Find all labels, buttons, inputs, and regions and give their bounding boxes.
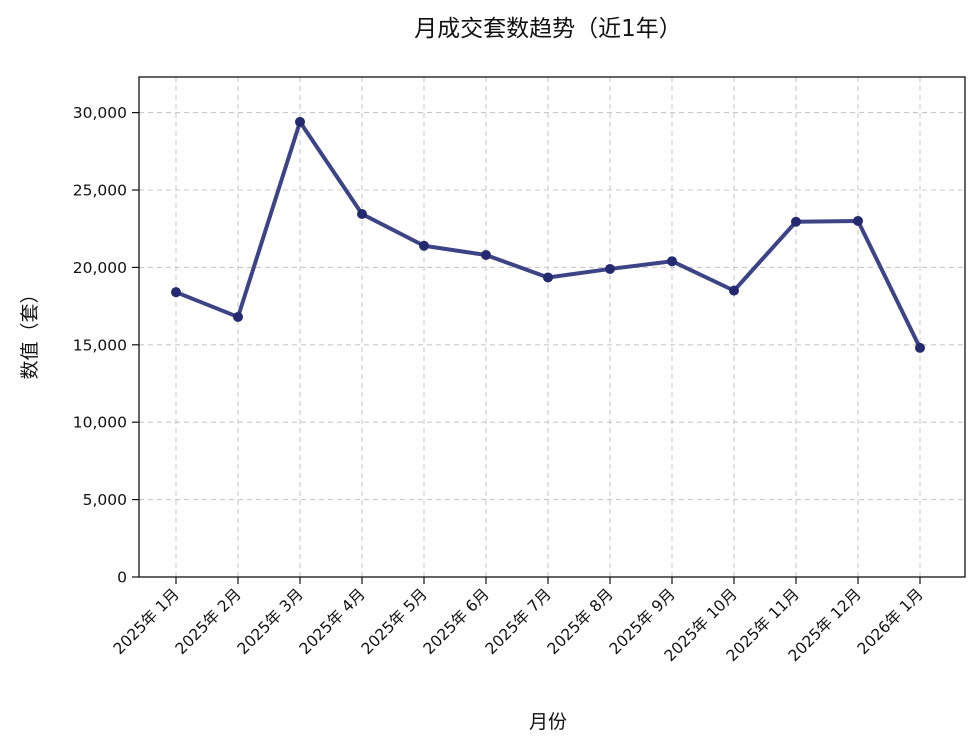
data-point — [605, 263, 615, 274]
y-axis-label: 数值（套） — [19, 284, 41, 379]
x-tick-label: 2025年 1月 — [110, 585, 183, 658]
data-point — [729, 285, 739, 296]
x-tick-label: 2025年 4月 — [296, 585, 369, 658]
grid-lines — [139, 77, 965, 577]
x-axis-label: 月份 — [529, 711, 567, 733]
data-point — [357, 208, 367, 219]
data-point — [915, 342, 925, 353]
data-point — [853, 215, 863, 226]
data-point — [481, 250, 491, 261]
x-tick-label: 2025年 8月 — [544, 585, 617, 658]
x-tick-label: 2025年 2月 — [172, 585, 245, 658]
plot-frame — [138, 76, 966, 578]
x-tick-label: 2025年 5月 — [358, 585, 431, 658]
data-point — [233, 311, 243, 322]
y-tick-label: 25,000 — [73, 182, 127, 200]
x-tick-label: 2026年 1月 — [854, 585, 927, 658]
x-tick-label: 2025年 7月 — [482, 585, 555, 658]
data-point — [667, 256, 677, 267]
x-tick-label: 2025年 3月 — [234, 585, 307, 658]
data-point — [419, 240, 429, 251]
data-point — [171, 287, 181, 298]
y-tick-label: 5,000 — [83, 491, 127, 509]
series-layer — [171, 116, 925, 353]
data-point — [791, 216, 801, 227]
y-tick-label: 20,000 — [73, 259, 127, 277]
y-tick-label: 10,000 — [73, 414, 127, 432]
y-tick-label: 30,000 — [73, 104, 127, 122]
chart-title: 月成交套数趋势（近1年） — [414, 16, 682, 42]
x-tick-label: 2025年 6月 — [420, 585, 493, 658]
data-point — [543, 272, 553, 283]
data-point — [295, 116, 305, 127]
y-tick-label: 15,000 — [73, 336, 127, 354]
y-tick-label: 0 — [117, 569, 127, 587]
